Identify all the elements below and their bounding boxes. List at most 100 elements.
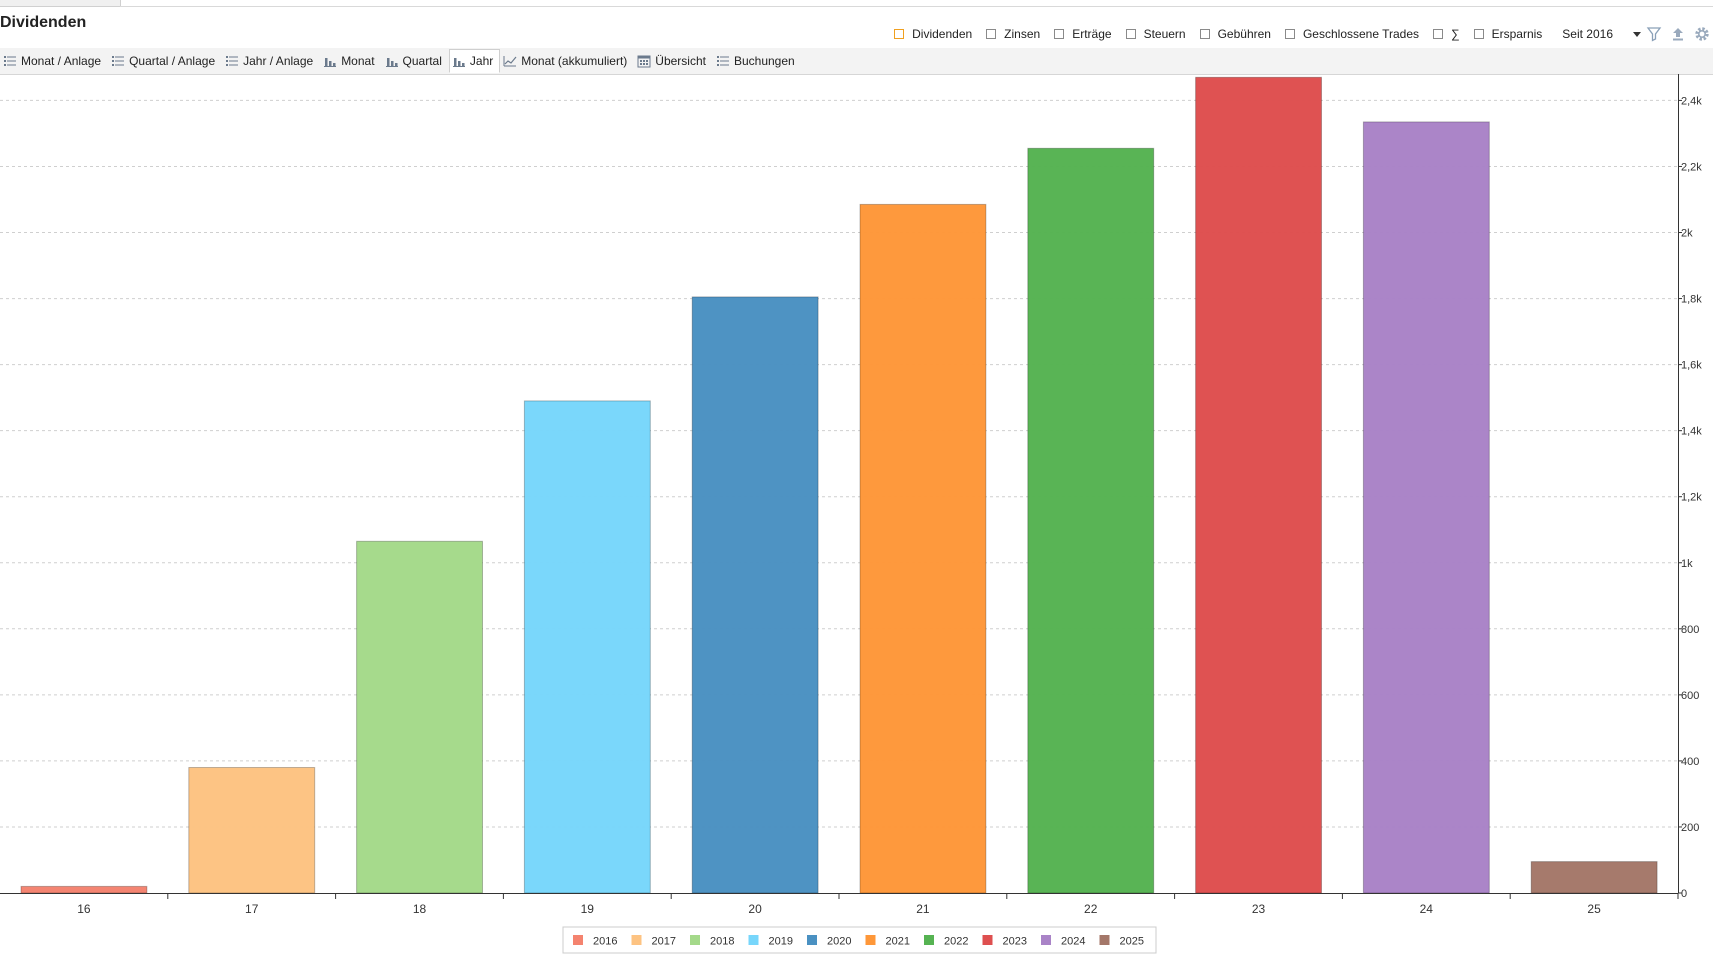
filter-label: Gebühren	[1217, 27, 1271, 41]
legend-label: 2024	[1061, 936, 1085, 948]
filter-erträge[interactable]: Erträge	[1054, 27, 1112, 41]
bar-chart-icon	[323, 54, 341, 68]
filter-steuern[interactable]: Steuern	[1125, 27, 1186, 41]
filter-checkbox[interactable]	[1054, 29, 1065, 39]
bar-22	[1027, 147, 1155, 894]
legend-label: 2018	[710, 936, 734, 948]
x-tick-label: 19	[581, 902, 595, 916]
filter-checkbox[interactable]	[894, 29, 905, 39]
filter-dividenden[interactable]: Dividenden	[894, 27, 972, 41]
y-tick-label: 2,2k	[1681, 161, 1702, 173]
filter-checkbox[interactable]	[1284, 29, 1295, 39]
legend-label: 2022	[944, 936, 968, 948]
legend-label: 2020	[827, 936, 851, 948]
legend-swatch	[924, 935, 934, 945]
bar-19	[523, 400, 651, 894]
y-tick-label: 200	[1681, 822, 1699, 834]
y-tick-label: 1,2k	[1681, 492, 1702, 504]
legend-label: 2023	[1003, 936, 1027, 948]
tab-quartal-anlage[interactable]: Quartal / Anlage	[108, 49, 222, 73]
legend-swatch	[573, 935, 583, 945]
range-value: Seit 2016	[1562, 27, 1613, 41]
filter-checkbox[interactable]	[1473, 29, 1484, 39]
tab-buchungen[interactable]: Buchungen	[713, 49, 802, 73]
y-tick-label: 1,4k	[1681, 426, 1702, 438]
x-tick-label: 20	[748, 902, 762, 916]
bar-23	[1195, 76, 1322, 894]
y-tick-label: 1,6k	[1681, 360, 1702, 372]
y-tick-label: 1,8k	[1681, 294, 1702, 306]
bar-chart-icon	[385, 54, 403, 68]
legend-label: 2016	[593, 936, 617, 948]
tab-label: Monat (akkumuliert)	[521, 54, 628, 68]
filter-label: Ersparnis	[1491, 27, 1543, 41]
top-divider	[120, 6, 1713, 7]
bar-chart-icon	[452, 54, 470, 68]
legend-swatch	[1041, 935, 1051, 945]
filter-checkbox[interactable]	[1199, 29, 1210, 39]
list-icon	[111, 54, 129, 68]
legend-swatch	[807, 935, 817, 945]
legend-swatch	[1099, 935, 1110, 945]
tab-monat-akkumuliert[interactable]: Monat (akkumuliert)	[500, 49, 634, 73]
tab-jahr[interactable]: Jahr	[448, 49, 501, 73]
filter-label: Erträge	[1072, 27, 1112, 41]
filter-gebühren[interactable]: Gebühren	[1199, 27, 1271, 41]
filter-checkbox[interactable]	[1125, 29, 1136, 39]
filter-checkbox[interactable]	[1433, 29, 1444, 39]
tab-label: Monat	[341, 54, 375, 68]
x-tick-label: 17	[245, 902, 259, 916]
tab-jahr-anlage[interactable]: Jahr / Anlage	[222, 49, 320, 73]
bar-chart: 16 17 18 19 20 21 22 23 24 2502004006008001k1,2k1…	[0, 74, 1702, 954]
y-axis-ticks: 0 200 400 600 800 1k 1,2k 1,4k 1,6k 1,8k 2k 2,2k 2,4…	[1678, 95, 1702, 900]
filter-sum[interactable]: ∑	[1433, 27, 1460, 41]
legend-swatch	[690, 935, 700, 945]
chevron-down-icon[interactable]	[1633, 31, 1641, 37]
range-select[interactable]: Seit 2016	[1562, 27, 1641, 41]
filter-icon[interactable]	[1643, 23, 1665, 45]
legend-label: 2019	[769, 936, 793, 948]
document-tab-edge[interactable]	[0, 0, 121, 7]
y-tick-label: 1k	[1681, 558, 1693, 570]
calendar-icon	[637, 54, 655, 68]
filter-label: Dividenden	[912, 27, 973, 41]
view-tabs: Monat / Anlage Quartal / Anlage Jahr / Anl…	[0, 48, 1713, 75]
tab-übersicht[interactable]: Übersicht	[634, 49, 713, 73]
tab-quartal[interactable]: Quartal	[382, 49, 449, 73]
legend-label: 2017	[652, 936, 676, 948]
legend: 2016 2017 2018 2019 2020 2021 2022 2023 2024 2025	[562, 926, 1157, 954]
y-tick-label: 600	[1681, 690, 1699, 702]
list-icon	[716, 54, 734, 68]
list-icon	[225, 54, 243, 68]
bar-20	[691, 296, 819, 894]
legend-label: 2025	[1120, 936, 1144, 948]
tab-label: Quartal / Anlage	[129, 54, 216, 68]
legend-label: 2021	[886, 936, 910, 948]
tab-label: Jahr / Anlage	[243, 54, 314, 68]
filter-label: Geschlossene Trades	[1302, 27, 1420, 41]
legend-swatch	[865, 935, 876, 945]
gear-icon[interactable]	[1691, 23, 1713, 45]
filter-geschlossene-trades[interactable]: Geschlossene Trades	[1284, 27, 1420, 41]
y-tick-label: 400	[1681, 756, 1699, 768]
filter-zinsen[interactable]: Zinsen	[986, 27, 1040, 41]
tab-label: Jahr	[469, 54, 494, 68]
x-tick-label: 24	[1420, 902, 1434, 916]
x-axis-ticks: 16 17 18 19 20 21 22 23 24 25	[77, 893, 1679, 916]
filter-label: ∑	[1451, 27, 1460, 41]
filter-label: Steuern	[1143, 27, 1186, 41]
x-tick-label: 25	[1587, 902, 1601, 916]
filter-ersparnis[interactable]: Ersparnis	[1473, 27, 1543, 41]
legend-swatch	[631, 935, 642, 945]
tab-monat-anlage[interactable]: Monat / Anlage	[0, 49, 108, 73]
top-strip	[0, 0, 1713, 8]
x-tick-label: 18	[413, 902, 427, 916]
upload-icon[interactable]	[1667, 23, 1689, 45]
tab-monat[interactable]: Monat	[320, 49, 381, 73]
tab-label: Quartal	[402, 54, 442, 68]
page-title: Dividenden	[0, 14, 87, 31]
legend-swatch	[748, 935, 759, 945]
x-tick-label: 21	[916, 902, 930, 916]
x-tick-label: 16	[77, 902, 91, 916]
filter-checkbox[interactable]	[986, 29, 997, 39]
